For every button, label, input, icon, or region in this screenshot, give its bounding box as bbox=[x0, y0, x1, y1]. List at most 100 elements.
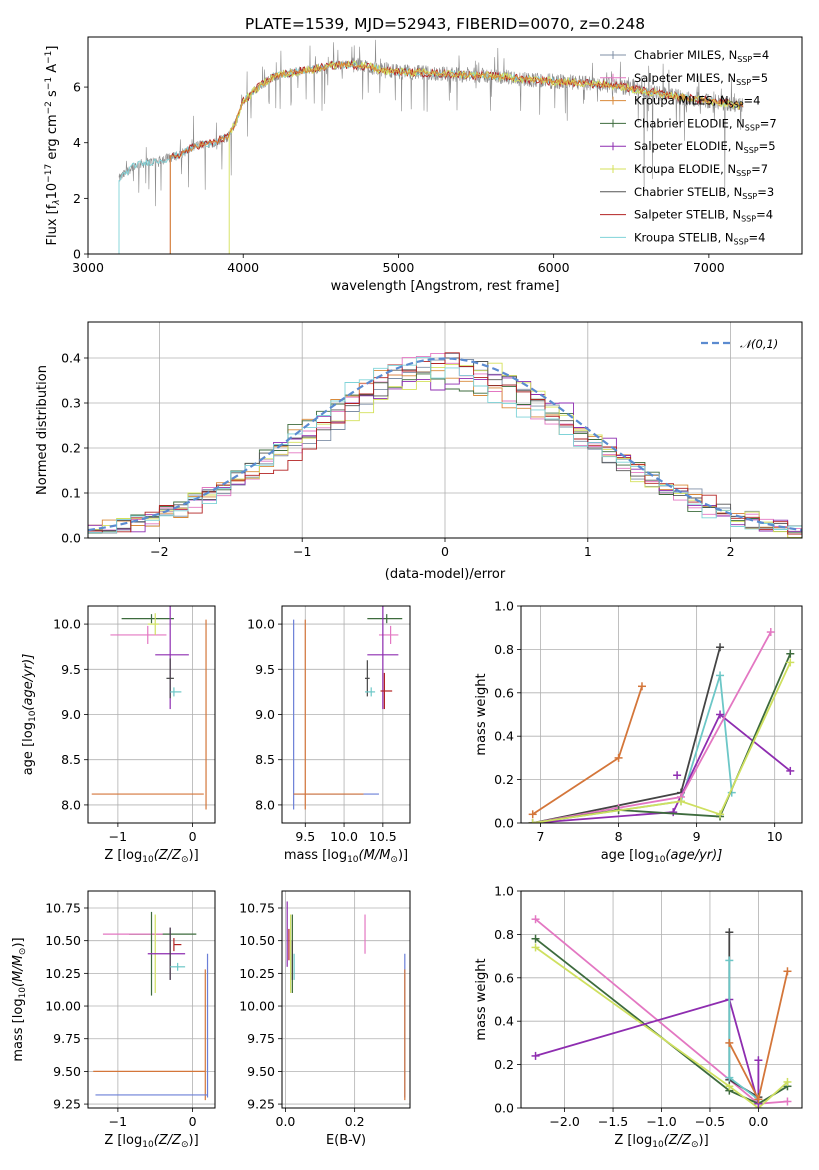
age-vs-mass-ticks: 9.5 10.0 10.5 8.0 8.5 9.0 9.5 10.0 bbox=[247, 606, 410, 844]
y-tick-label: 8.0 bbox=[61, 797, 81, 812]
y-tick-label: 9.5 bbox=[61, 662, 81, 677]
x-tick-label: −1.0 bbox=[646, 1114, 676, 1129]
x-tick-label: 7 bbox=[537, 829, 545, 844]
weight-vs-age-x-label: age [log10(age/yr)] bbox=[601, 848, 723, 865]
x-tick-label: 0 bbox=[441, 544, 449, 559]
weight-vs-age-frame bbox=[520, 605, 803, 824]
mass-vs-ebv-points bbox=[286, 901, 406, 1101]
y-tick-label: 0.4 bbox=[61, 351, 81, 366]
age-vs-mass-x-label: mass [log10(M/M⊙)] bbox=[284, 848, 408, 865]
y-tick-label: 6 bbox=[73, 80, 81, 95]
x-tick-label: 0 bbox=[189, 829, 197, 844]
y-tick-label: 0.0 bbox=[61, 531, 81, 546]
y-tick-label: 10.50 bbox=[239, 933, 275, 948]
age-vs-Z-frame bbox=[87, 605, 216, 824]
x-tick-label: 9.5 bbox=[295, 829, 315, 844]
x-tick-label: −1.5 bbox=[598, 1114, 628, 1129]
age-vs-mass-points bbox=[293, 606, 403, 810]
y-tick-label: 10.00 bbox=[45, 999, 81, 1014]
y-tick-label: 0.0 bbox=[494, 1101, 514, 1116]
spectrum-x-label: wavelength [Angstrom, rest frame] bbox=[331, 279, 560, 294]
legend-entry: Salpeter ELODIE, NSSP=5 bbox=[634, 139, 776, 155]
age-vs-Z-x-label: Z [log10(Z/Z⊙)] bbox=[104, 848, 198, 865]
mass-vs-Z-ticks: −1 0 9.25 9.50 9.75 10.00 10.25 10.50 10.75 bbox=[45, 891, 215, 1129]
spectrum-lines bbox=[118, 39, 744, 254]
y-tick-label: 0.8 bbox=[494, 642, 514, 657]
weight-line bbox=[532, 686, 643, 816]
spectrum-y-label: Flux [fλ10−17 erg cm−2 s−1 A−1] bbox=[44, 46, 62, 246]
y-tick-label: 0.8 bbox=[494, 927, 514, 942]
y-tick-label: 10.25 bbox=[45, 966, 81, 981]
spectrum-title: PLATE=1539, MJD=52943, FIBERID=0070, z=0… bbox=[245, 15, 645, 33]
mass-vs-ebv-x-label: E(B-V) bbox=[326, 1133, 366, 1148]
legend-entry: Kroupa STELIB, NSSP=4 bbox=[634, 230, 765, 246]
y-tick-label: 8.0 bbox=[255, 797, 275, 812]
y-tick-label: 9.75 bbox=[247, 1031, 275, 1046]
weight-line bbox=[532, 675, 733, 823]
spectrum-ticks: 3000 4000 5000 6000 7000 0 2 4 6 bbox=[72, 80, 725, 275]
y-tick-label: 0.3 bbox=[61, 396, 81, 411]
y-tick-label: 0.2 bbox=[61, 441, 81, 456]
y-tick-label: 9.0 bbox=[255, 707, 275, 722]
spectrum-frame bbox=[87, 36, 803, 255]
legend-entry: Chabrier ELODIE, NSSP=7 bbox=[634, 116, 777, 132]
x-tick-label: 3000 bbox=[72, 260, 104, 275]
mass-vs-Z-frame bbox=[87, 890, 216, 1109]
weight-vs-Z-x-label: Z [log10(Z/Z⊙)] bbox=[614, 1133, 708, 1150]
weight-line bbox=[532, 653, 792, 823]
y-tick-label: 9.25 bbox=[247, 1097, 275, 1112]
mass-vs-Z-y-label: mass [log10(M/M⊙)] bbox=[11, 937, 28, 1061]
y-tick-label: 9.25 bbox=[53, 1097, 81, 1112]
age-vs-Z-y-label: age [log10(age/yr)] bbox=[21, 654, 38, 776]
y-tick-label: 8.5 bbox=[61, 752, 81, 767]
x-tick-label: −1 bbox=[109, 829, 127, 844]
weight-line bbox=[535, 998, 760, 1104]
y-tick-label: 0.1 bbox=[61, 486, 81, 501]
y-tick-label: 2 bbox=[73, 191, 81, 206]
x-tick-label: 10.0 bbox=[330, 829, 358, 844]
x-tick-label: −1 bbox=[293, 544, 311, 559]
y-tick-label: 10.50 bbox=[45, 933, 81, 948]
residuals-ticks: −2 −1 0 1 2 0.0 0.1 0.2 0.3 0.4 bbox=[61, 322, 802, 559]
spectrum-observed bbox=[118, 39, 744, 207]
weight-line bbox=[532, 713, 791, 823]
y-tick-label: 10.75 bbox=[239, 900, 275, 915]
y-tick-label: 0 bbox=[73, 247, 81, 262]
x-tick-label: 0.0 bbox=[748, 1114, 768, 1129]
age-vs-Z-ticks: −1 0 8.0 8.5 9.0 9.5 10.0 bbox=[53, 606, 215, 844]
mass-vs-ebv-ticks: 0.0 0.2 9.25 9.50 9.75 10.00 10.25 10.50 10.75 bbox=[239, 891, 410, 1129]
weight-vs-Z-ticks: −2.0 −1.5 −1.0 −0.5 0.0 0.0 0.2 0.4 0.6 0.8 1.0 bbox=[494, 884, 802, 1129]
histogram-lines bbox=[88, 352, 802, 538]
gaussian-curve bbox=[88, 357, 802, 532]
y-tick-label: 0.6 bbox=[494, 970, 514, 985]
y-tick-label: 0.0 bbox=[494, 816, 514, 831]
weight-line bbox=[532, 662, 792, 823]
y-tick-label: 9.0 bbox=[61, 707, 81, 722]
x-tick-label: 0.0 bbox=[276, 1114, 296, 1129]
x-tick-label: 6000 bbox=[538, 260, 570, 275]
legend-entry: Chabrier STELIB, NSSP=3 bbox=[634, 185, 774, 201]
x-tick-label: −1 bbox=[109, 1114, 127, 1129]
x-tick-label: 10 bbox=[767, 829, 783, 844]
y-tick-label: 10.75 bbox=[45, 900, 81, 915]
y-tick-label: 10.25 bbox=[239, 966, 275, 981]
y-tick-label: 1.0 bbox=[494, 884, 514, 899]
x-tick-label: −2.0 bbox=[549, 1114, 579, 1129]
y-tick-label: 0.4 bbox=[494, 1014, 514, 1029]
x-tick-label: 4000 bbox=[227, 260, 259, 275]
x-tick-label: 7000 bbox=[693, 260, 725, 275]
legend-entry: Kroupa ELODIE, NSSP=7 bbox=[634, 162, 768, 178]
legend-entry: Kroupa MILES, NSSP=4 bbox=[634, 94, 760, 110]
weight-line bbox=[534, 946, 789, 1108]
spectrum-model-line bbox=[118, 60, 743, 254]
weight-vs-age-ticks: 7 8 9 10 0.0 0.2 0.4 0.6 0.8 1.0 bbox=[494, 599, 802, 844]
y-tick-label: 1.0 bbox=[494, 599, 514, 614]
x-tick-label: 1 bbox=[584, 544, 592, 559]
gaussian-legend-label: 𝒩(0,1) bbox=[740, 337, 778, 351]
weight-vs-Z-frame bbox=[520, 890, 803, 1109]
y-tick-label: 9.50 bbox=[53, 1064, 81, 1079]
weight-vs-age-series bbox=[528, 628, 795, 823]
weight-line bbox=[728, 960, 759, 1101]
residuals-frame bbox=[87, 321, 803, 539]
